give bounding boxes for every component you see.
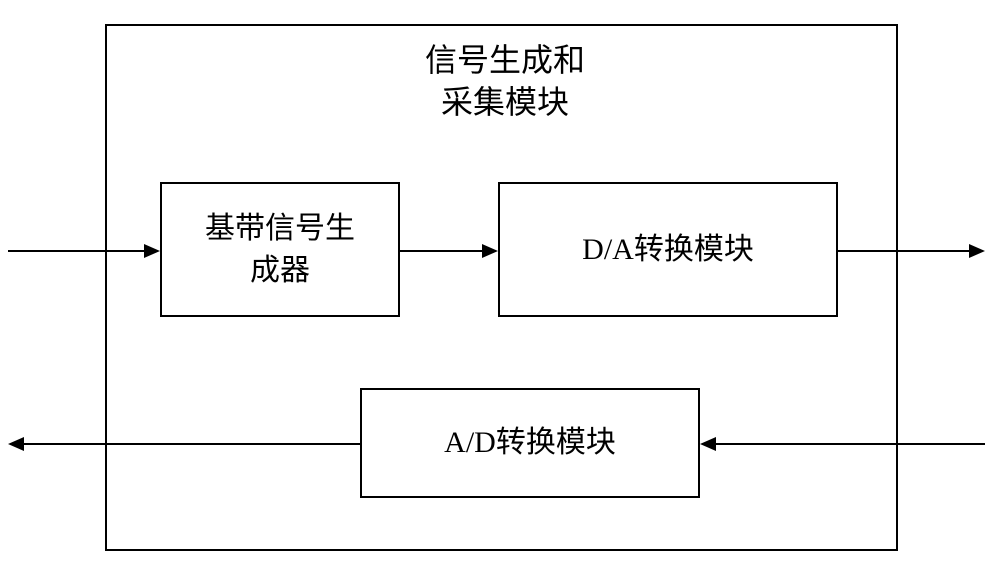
diagram-title: 信号生成和 采集模块 [395, 40, 615, 123]
arrow-head-in-ad [700, 437, 716, 451]
arrow-line-in-baseband [8, 250, 146, 252]
node-ad-label: A/D转换模块 [444, 422, 616, 464]
node-da-label: D/A转换模块 [582, 229, 754, 271]
node-baseband-label1: 基带信号生 [205, 212, 355, 245]
node-baseband-label2: 成器 [250, 254, 310, 287]
arrow-line-baseband-da [400, 250, 484, 252]
node-da-converter: D/A转换模块 [498, 182, 838, 317]
node-baseband-generator: 基带信号生 成器 [160, 182, 400, 317]
title-line1: 信号生成和 [425, 42, 585, 78]
arrow-line-in-ad [714, 443, 985, 445]
arrow-head-in-baseband [144, 244, 160, 258]
arrow-line-da-out [838, 250, 971, 252]
arrow-line-ad-out [22, 443, 360, 445]
arrow-head-baseband-da [482, 244, 498, 258]
title-line2: 采集模块 [441, 84, 569, 120]
arrow-head-da-out [969, 244, 985, 258]
node-ad-converter: A/D转换模块 [360, 388, 700, 498]
arrow-head-ad-out [8, 437, 24, 451]
